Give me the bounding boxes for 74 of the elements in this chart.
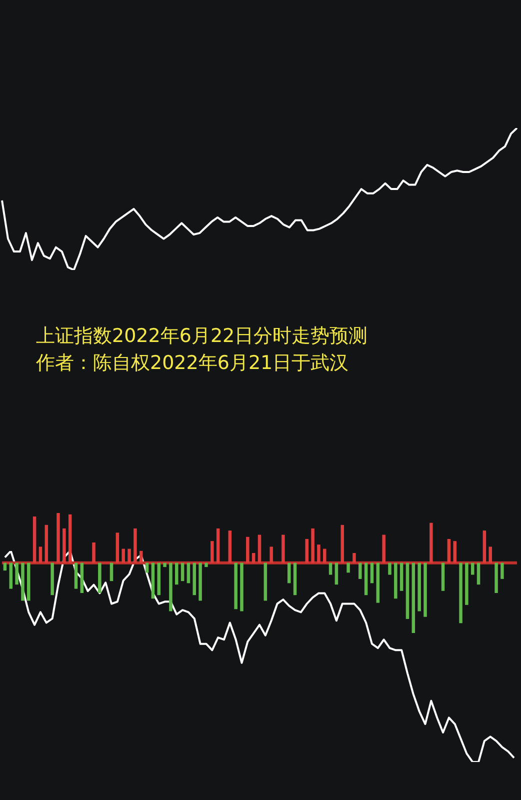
bar: [264, 562, 268, 601]
bar: [116, 532, 120, 563]
bar: [340, 524, 344, 563]
bar: [228, 530, 232, 563]
bar: [470, 562, 474, 575]
bar: [328, 562, 332, 575]
bar: [352, 553, 356, 563]
bar: [151, 562, 155, 599]
bar: [382, 534, 386, 563]
bar: [488, 546, 492, 563]
bar: [293, 562, 297, 596]
bar: [234, 562, 238, 610]
bar: [311, 528, 314, 563]
bar: [453, 541, 456, 563]
bar: [358, 562, 362, 579]
bar: [21, 562, 24, 601]
bar: [92, 542, 96, 563]
bar: [500, 562, 504, 579]
bar: [68, 514, 72, 563]
bar: [465, 562, 468, 605]
bar: [418, 562, 421, 612]
bar: [80, 562, 84, 593]
bar: [346, 562, 350, 573]
bar: [163, 562, 166, 568]
bar: [258, 534, 262, 563]
bar: [122, 548, 125, 563]
bar: [62, 528, 66, 563]
bar: [388, 562, 392, 575]
bar: [27, 562, 30, 601]
bar: [252, 553, 256, 563]
bar: [44, 524, 48, 563]
bar: [246, 536, 250, 563]
bar: [204, 562, 208, 568]
bar: [406, 562, 410, 619]
bar: [476, 562, 480, 585]
bar: [334, 562, 338, 585]
bar: [98, 562, 102, 593]
bar: [412, 562, 416, 633]
bar: [74, 562, 78, 589]
bar: [430, 522, 433, 563]
bar: [198, 562, 202, 601]
bar: [110, 562, 114, 582]
bar: [441, 562, 445, 591]
bar: [459, 562, 462, 624]
bar: [175, 562, 178, 585]
bar: [15, 562, 18, 585]
text: 作者：陈自权2022年6月21日于武汉: [36, 351, 349, 375]
bar: [186, 562, 190, 584]
bar: [128, 548, 131, 563]
bar: [370, 562, 374, 584]
bar: [180, 562, 184, 582]
bar: [287, 562, 291, 584]
bar: [270, 546, 273, 563]
bar: [394, 562, 398, 599]
bar: [157, 562, 160, 596]
bar: [56, 513, 60, 563]
bar: [317, 544, 320, 563]
bar: [447, 538, 451, 563]
bar: [424, 562, 427, 617]
bar: [169, 562, 172, 612]
bar: [482, 530, 486, 563]
bar: [364, 562, 368, 596]
bar: [305, 538, 308, 563]
bar: [494, 562, 498, 593]
bar: [240, 562, 244, 612]
bar: [400, 562, 404, 591]
bar: [210, 541, 214, 563]
bar: [216, 528, 220, 563]
bar: [38, 546, 42, 563]
text: 上证指数2022年6月22日分时走势预测: [36, 324, 368, 348]
bar: [282, 534, 285, 563]
bar: [134, 528, 137, 563]
bar: [50, 562, 54, 596]
bar: [32, 516, 36, 563]
